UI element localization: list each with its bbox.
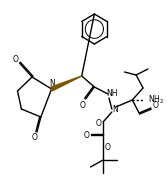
Text: O: O xyxy=(80,101,86,110)
Polygon shape xyxy=(51,76,82,91)
Text: NH: NH xyxy=(106,88,118,98)
Text: O: O xyxy=(84,130,90,139)
Text: O: O xyxy=(153,101,159,110)
Text: O: O xyxy=(32,133,38,142)
Text: NH$_2$: NH$_2$ xyxy=(148,94,164,106)
Text: O: O xyxy=(95,119,101,129)
Text: O: O xyxy=(13,56,19,64)
Text: O: O xyxy=(105,144,111,153)
Text: N: N xyxy=(112,105,118,115)
Text: N: N xyxy=(50,79,55,88)
